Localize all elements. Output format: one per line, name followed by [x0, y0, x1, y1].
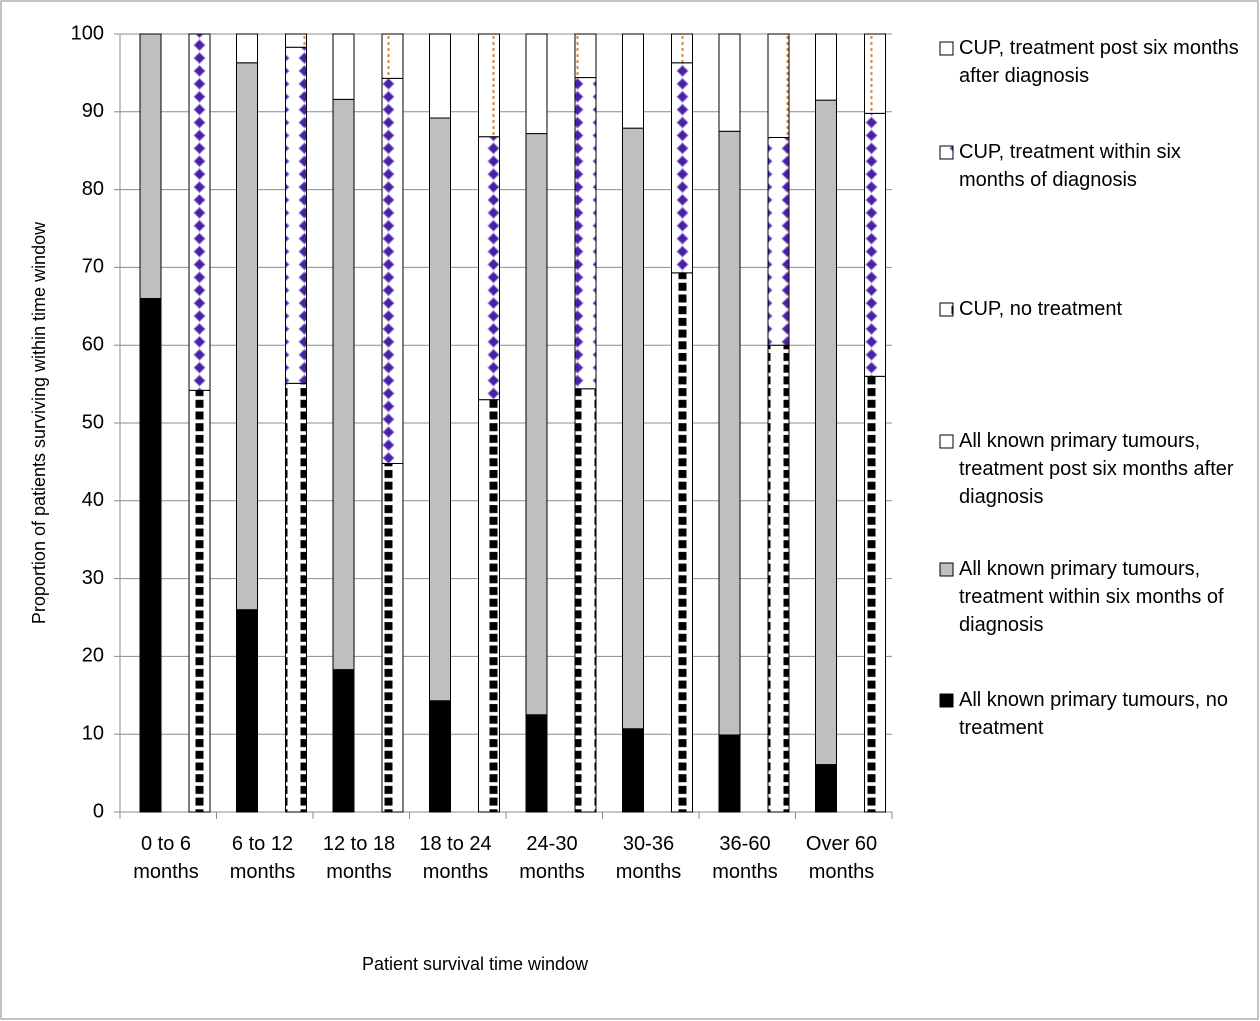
bar-segment: [864, 375, 886, 813]
bar-segment: [236, 609, 258, 813]
bar-segment: [815, 764, 837, 813]
y-tick-label: 50: [82, 411, 104, 433]
bar-segment: [864, 33, 886, 114]
bar-segment: [525, 33, 548, 135]
bar-segment: [236, 62, 258, 611]
y-tick-label: 80: [82, 178, 104, 200]
bar-segment: [381, 462, 404, 813]
bar-segment: [429, 33, 451, 119]
bar-segment: [718, 734, 741, 813]
y-tick-label: 20: [82, 645, 104, 667]
x-tick-label: 30-36 months: [615, 833, 682, 883]
y-tick-label: 30: [82, 567, 104, 589]
bar-segment: [188, 33, 211, 391]
x-tick-label: 6 to 12 months: [229, 833, 296, 883]
bar-segment: [815, 33, 837, 101]
bar-segment: [478, 136, 500, 401]
y-tick-label: 40: [82, 489, 104, 511]
x-tick-label: 36-60 months: [712, 833, 778, 883]
x-tick-label: 18 to 24 months: [419, 833, 492, 883]
bar-segment: [671, 272, 693, 813]
bar-segment: [139, 33, 162, 300]
legend-swatch: [939, 41, 954, 56]
bar-segment: [332, 33, 355, 100]
bar-segment: [188, 389, 211, 813]
bar-segment: [622, 127, 644, 730]
bar-segment: [622, 728, 644, 813]
bar-segment: [718, 33, 741, 132]
x-axis-label: Patient survival time window: [362, 954, 589, 974]
bar-segment: [574, 77, 597, 390]
bar-segment: [332, 669, 355, 813]
bar-segment: [285, 382, 307, 813]
legend-swatch: [939, 145, 954, 160]
bar-segment: [574, 33, 597, 79]
bar-segment: [236, 33, 258, 64]
bar-segment: [332, 98, 355, 671]
x-tick-label: 24-30 months: [519, 833, 585, 883]
bar-segment: [525, 133, 548, 716]
bar-segment: [139, 298, 162, 813]
bar-segment: [574, 388, 597, 813]
bar-segment: [285, 33, 307, 48]
legend-swatch: [939, 562, 954, 577]
bar-segment: [718, 130, 741, 736]
legend-label: All known primary tumours, treatment pos…: [959, 430, 1234, 508]
bar-segment: [767, 33, 790, 138]
legend-label: CUP, no treatment: [959, 298, 1123, 320]
bar-segment: [478, 33, 500, 138]
legend-swatch: [939, 302, 954, 317]
y-tick-label: 70: [82, 256, 104, 278]
legend-swatch: [939, 693, 954, 708]
bar-segment: [381, 77, 404, 464]
bar-segment: [381, 33, 404, 79]
bar-segment: [622, 33, 644, 129]
legend-label: CUP, treatment post six months after dia…: [959, 37, 1239, 87]
x-tick-label: 12 to 18 months: [322, 833, 396, 883]
legend-label: All known primary tumours, treatment wit…: [959, 558, 1224, 636]
bar-segment: [525, 714, 548, 813]
y-tick-label: 60: [82, 333, 104, 355]
y-tick-label: 0: [93, 800, 104, 822]
x-tick-label: Over 60 months: [805, 833, 878, 883]
y-tick-label: 100: [71, 22, 104, 44]
bar-segment: [671, 33, 693, 64]
bar-segment: [767, 136, 790, 346]
bar-segment: [285, 46, 307, 384]
bar-segment: [478, 399, 500, 813]
bar-segment: [767, 344, 790, 813]
x-tick-label: 0 to 6 months: [133, 833, 199, 883]
bar-segment: [864, 112, 886, 377]
bar-segment: [429, 117, 451, 702]
y-tick-label: 90: [82, 100, 104, 122]
bar-segment: [429, 700, 451, 813]
legend-swatch: [939, 434, 954, 449]
y-axis-label: Proportion of patients surviving within …: [29, 221, 49, 624]
legend-label: All known primary tumours, no treatment: [959, 689, 1228, 739]
y-tick-label: 10: [82, 722, 104, 744]
bar-segment: [671, 62, 693, 274]
bar-segment: [815, 99, 837, 766]
legend-label: CUP, treatment within six months of diag…: [959, 141, 1181, 191]
